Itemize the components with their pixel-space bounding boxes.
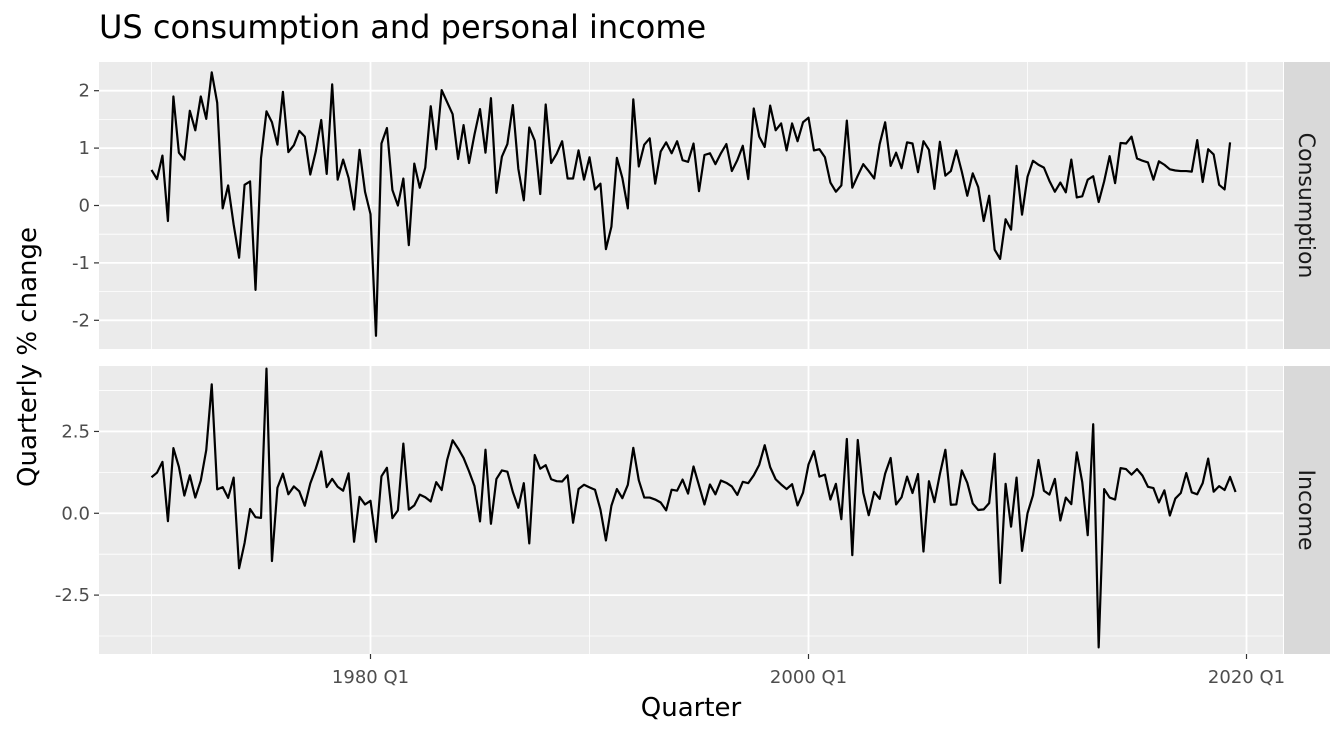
y-tick-label: 2 [79, 81, 90, 102]
y-tick-label: 2.5 [61, 421, 90, 442]
y-tick-label: -2 [72, 310, 90, 331]
x-tick-label: 2000 Q1 [770, 667, 847, 688]
y-axis-title: Quarterly % change [13, 227, 43, 487]
facet-panel-consumption: -2 -1 0 1 2 Consumption [72, 62, 1330, 349]
y-tick-label: 1 [79, 138, 90, 159]
y-tick-label: -1 [72, 253, 90, 274]
x-tick-label: 1980 Q1 [332, 667, 409, 688]
y-tick-label: 0.0 [61, 503, 90, 524]
facet-strip [1284, 366, 1330, 654]
y-tick-label: -2.5 [55, 585, 90, 606]
chart-title: US consumption and personal income [99, 8, 706, 46]
facet-strip-label: Consumption [1293, 133, 1318, 279]
series-line-income [150, 367, 1237, 649]
y-tick-label: 0 [79, 196, 90, 217]
facet-strip-label: Income [1293, 470, 1318, 551]
facet-panel-income: -2.5 0.0 2.5 Income [55, 366, 1330, 654]
series-line-consumption [150, 71, 1232, 337]
x-axis: 1980 Q1 2000 Q1 2020 Q1 [332, 654, 1285, 688]
x-axis-title: Quarter [641, 693, 742, 723]
x-tick-label: 2020 Q1 [1208, 667, 1285, 688]
facet-panels: -2 -1 0 1 2 Consumption -2.5 0.0 2.5 Income [55, 62, 1330, 654]
facet-strip [1284, 62, 1330, 349]
